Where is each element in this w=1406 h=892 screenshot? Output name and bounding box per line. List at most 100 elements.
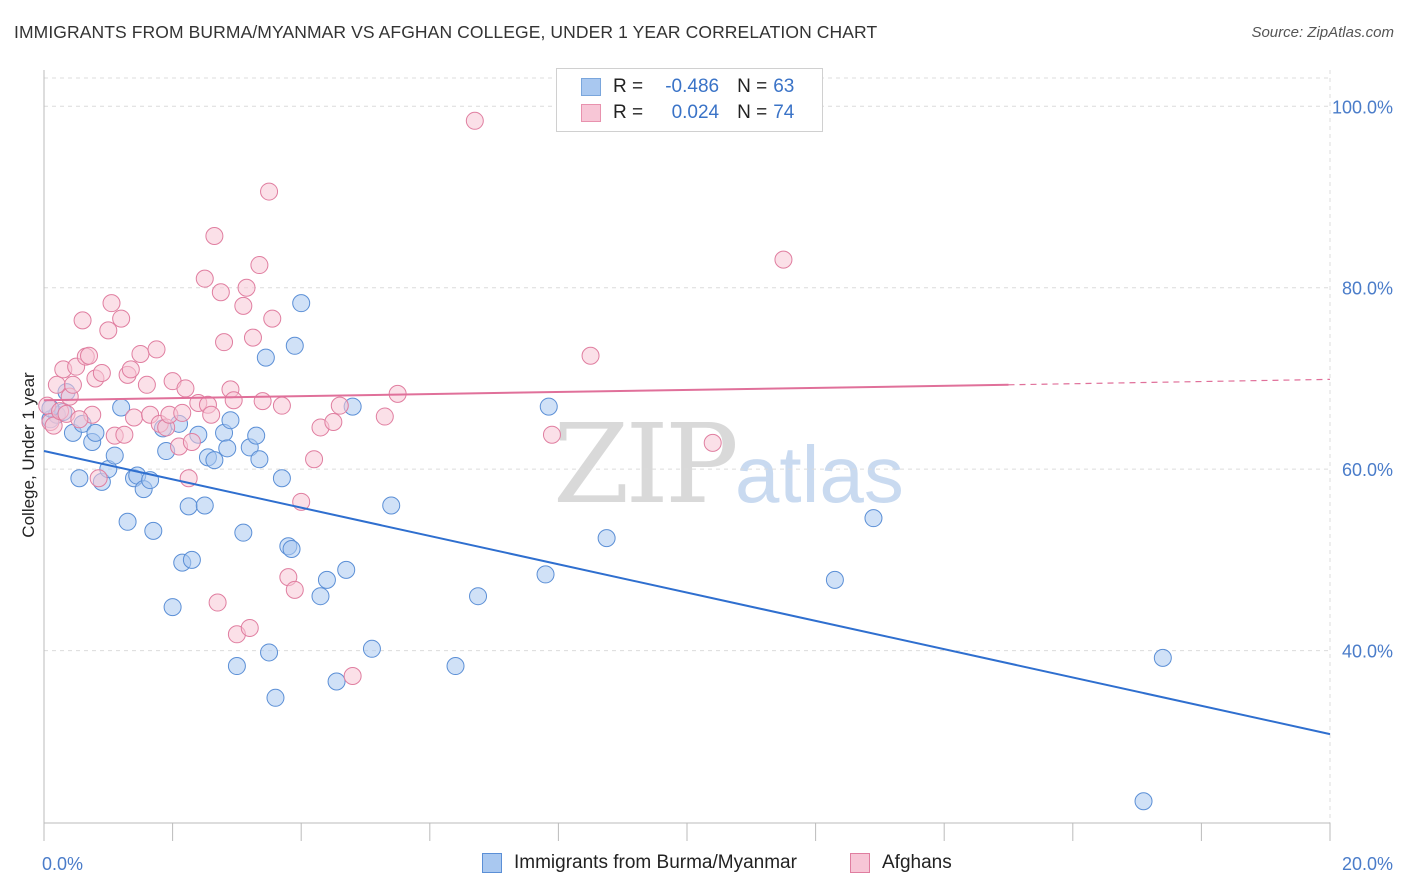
data-point xyxy=(234,523,253,542)
trend-line-extension xyxy=(1008,378,1331,386)
data-point xyxy=(70,410,89,429)
legend-row-burma: R = -0.486 N = 63 xyxy=(581,75,794,99)
data-point xyxy=(179,497,198,516)
data-point xyxy=(256,348,275,367)
data-point xyxy=(703,433,722,452)
data-point xyxy=(99,321,118,340)
legend-n-label: N = xyxy=(737,76,768,97)
tick-labels: 40.0% 60.0% 80.0% 100.0% 0.0% 20.0% xyxy=(42,97,1393,874)
data-point xyxy=(89,469,108,488)
legend-swatch-burma xyxy=(482,853,502,873)
y-axis-label: College, Under 1 year xyxy=(19,372,38,538)
data-point xyxy=(542,425,561,444)
data-point xyxy=(144,521,163,540)
data-point xyxy=(234,296,253,315)
legend-swatch-burma xyxy=(581,78,601,96)
data-point xyxy=(1153,648,1172,667)
data-point xyxy=(597,529,616,548)
legend-n-label: N = xyxy=(737,102,768,123)
y-tick-label: 80.0% xyxy=(1342,279,1393,299)
data-point xyxy=(195,269,214,288)
data-point xyxy=(285,580,304,599)
data-point xyxy=(173,403,192,422)
data-point xyxy=(125,408,144,427)
data-point xyxy=(195,496,214,515)
data-point xyxy=(825,570,844,589)
data-point xyxy=(260,643,279,662)
trend-line xyxy=(43,450,1331,736)
data-point xyxy=(1134,792,1153,811)
data-point xyxy=(63,375,82,394)
data-point xyxy=(253,392,272,411)
data-point xyxy=(864,509,883,528)
data-point xyxy=(224,391,243,410)
legend-swatch-afghans xyxy=(850,853,870,873)
chart-title: IMMIGRANTS FROM BURMA/MYANMAR VS AFGHAN … xyxy=(14,22,878,42)
data-point xyxy=(121,360,140,379)
data-point xyxy=(311,587,330,606)
data-point xyxy=(337,560,356,579)
data-point xyxy=(80,346,99,365)
data-point xyxy=(247,426,266,445)
legend-item-afghans: Afghans xyxy=(850,852,952,874)
legend-row-afghans: R = 0.024 N = 74 xyxy=(581,101,794,125)
data-point xyxy=(282,540,301,559)
data-point xyxy=(205,451,224,470)
data-point xyxy=(208,593,227,612)
series-afghans-points xyxy=(38,111,793,686)
data-point xyxy=(105,446,124,465)
correlation-legend: R = -0.486 N = 63 R = 0.024 N = 74 xyxy=(556,68,823,132)
data-point xyxy=(465,111,484,130)
data-point xyxy=(237,278,256,297)
watermark: ZIPatlas xyxy=(553,400,904,528)
data-point xyxy=(272,469,291,488)
data-point xyxy=(182,550,201,569)
legend-n-value: 63 xyxy=(773,76,795,97)
legend-item-burma: Immigrants from Burma/Myanmar xyxy=(482,852,797,874)
legend-r-label: R = xyxy=(613,102,644,123)
source-label: Source: ZipAtlas.com xyxy=(1251,24,1394,41)
y-tick-label: 40.0% xyxy=(1342,642,1393,662)
grid-lines xyxy=(44,70,1331,823)
data-point xyxy=(539,397,558,416)
data-point xyxy=(73,311,92,330)
data-point xyxy=(536,565,555,584)
data-point xyxy=(131,344,150,363)
data-point xyxy=(137,375,156,394)
series-burma-points xyxy=(41,294,1172,811)
data-point xyxy=(47,375,66,394)
data-point xyxy=(205,227,224,246)
data-point xyxy=(292,294,311,313)
data-point xyxy=(215,333,234,352)
data-point xyxy=(163,598,182,617)
data-point xyxy=(211,283,230,302)
data-point xyxy=(227,657,246,676)
watermark-zip: ZIP xyxy=(553,400,739,528)
data-point xyxy=(218,439,237,458)
data-point xyxy=(102,294,121,313)
trend-line xyxy=(43,383,1009,402)
data-point xyxy=(343,667,362,686)
data-point xyxy=(324,413,343,432)
legend-r-value: -0.486 xyxy=(665,76,720,97)
data-point xyxy=(446,657,465,676)
data-point xyxy=(581,346,600,365)
data-point xyxy=(182,432,201,451)
data-point xyxy=(147,340,166,359)
data-point xyxy=(774,250,793,269)
data-point xyxy=(469,587,488,606)
data-point xyxy=(115,425,134,444)
data-point xyxy=(266,688,285,707)
data-point xyxy=(92,364,111,383)
data-point xyxy=(221,411,240,430)
data-point xyxy=(243,328,262,347)
data-point xyxy=(330,396,349,415)
data-point xyxy=(250,256,269,275)
data-point xyxy=(375,407,394,426)
data-point xyxy=(362,639,381,658)
data-point xyxy=(118,512,137,531)
y-tick-label: 100.0% xyxy=(1332,97,1393,117)
y-tick-label: 60.0% xyxy=(1342,460,1393,480)
data-point xyxy=(176,379,195,398)
data-point xyxy=(202,405,221,424)
